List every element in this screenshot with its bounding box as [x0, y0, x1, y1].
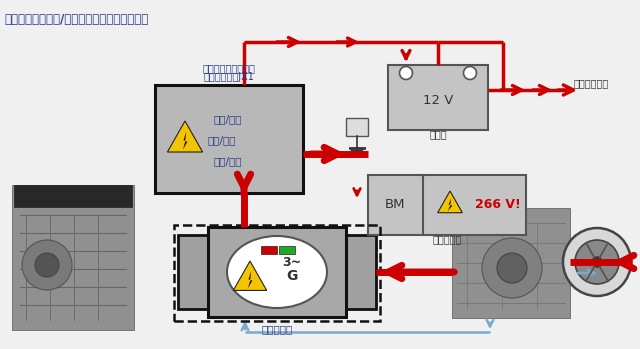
Polygon shape: [248, 271, 253, 288]
Circle shape: [35, 253, 59, 277]
Text: BM: BM: [385, 199, 405, 211]
Circle shape: [463, 67, 477, 80]
FancyBboxPatch shape: [178, 235, 208, 309]
Text: 发电机模式: 发电机模式: [261, 324, 292, 334]
Text: 控制电子装置JX1: 控制电子装置JX1: [204, 72, 255, 82]
FancyBboxPatch shape: [208, 227, 346, 317]
Text: 直流/直流: 直流/直流: [213, 114, 241, 124]
FancyBboxPatch shape: [346, 235, 376, 309]
Text: 直流/交流: 直流/交流: [213, 156, 241, 166]
FancyBboxPatch shape: [155, 85, 303, 193]
Text: 266 V!: 266 V!: [475, 199, 521, 211]
FancyBboxPatch shape: [12, 185, 134, 330]
Text: 高压蓄电池: 高压蓄电池: [432, 234, 461, 244]
Text: 发动机关闭时滑行/制动状态下的能量回收模式: 发动机关闭时滑行/制动状态下的能量回收模式: [4, 13, 148, 26]
Circle shape: [497, 253, 527, 283]
FancyBboxPatch shape: [279, 246, 295, 254]
Circle shape: [399, 67, 413, 80]
Text: 交流/直流: 交流/直流: [208, 135, 237, 145]
Polygon shape: [234, 261, 267, 290]
FancyBboxPatch shape: [261, 246, 277, 254]
Polygon shape: [448, 198, 452, 211]
Circle shape: [22, 240, 72, 290]
FancyBboxPatch shape: [14, 185, 132, 207]
FancyBboxPatch shape: [346, 118, 368, 136]
Text: 蓄电池: 蓄电池: [429, 129, 447, 139]
Bar: [174, 225, 380, 321]
Circle shape: [592, 257, 602, 267]
FancyBboxPatch shape: [368, 175, 526, 235]
Circle shape: [563, 228, 631, 296]
Text: 车辆电气系统: 车辆电气系统: [574, 78, 609, 88]
Text: 12 V: 12 V: [423, 95, 453, 107]
Ellipse shape: [227, 236, 327, 308]
Text: 电驱动装置的功率和: 电驱动装置的功率和: [203, 63, 255, 73]
Circle shape: [575, 240, 619, 284]
Circle shape: [482, 238, 542, 298]
Polygon shape: [183, 132, 188, 150]
Text: G: G: [286, 269, 298, 283]
FancyBboxPatch shape: [388, 65, 488, 130]
Text: 3~: 3~: [282, 257, 301, 269]
Polygon shape: [438, 191, 462, 213]
Polygon shape: [168, 121, 203, 152]
FancyBboxPatch shape: [452, 208, 570, 318]
